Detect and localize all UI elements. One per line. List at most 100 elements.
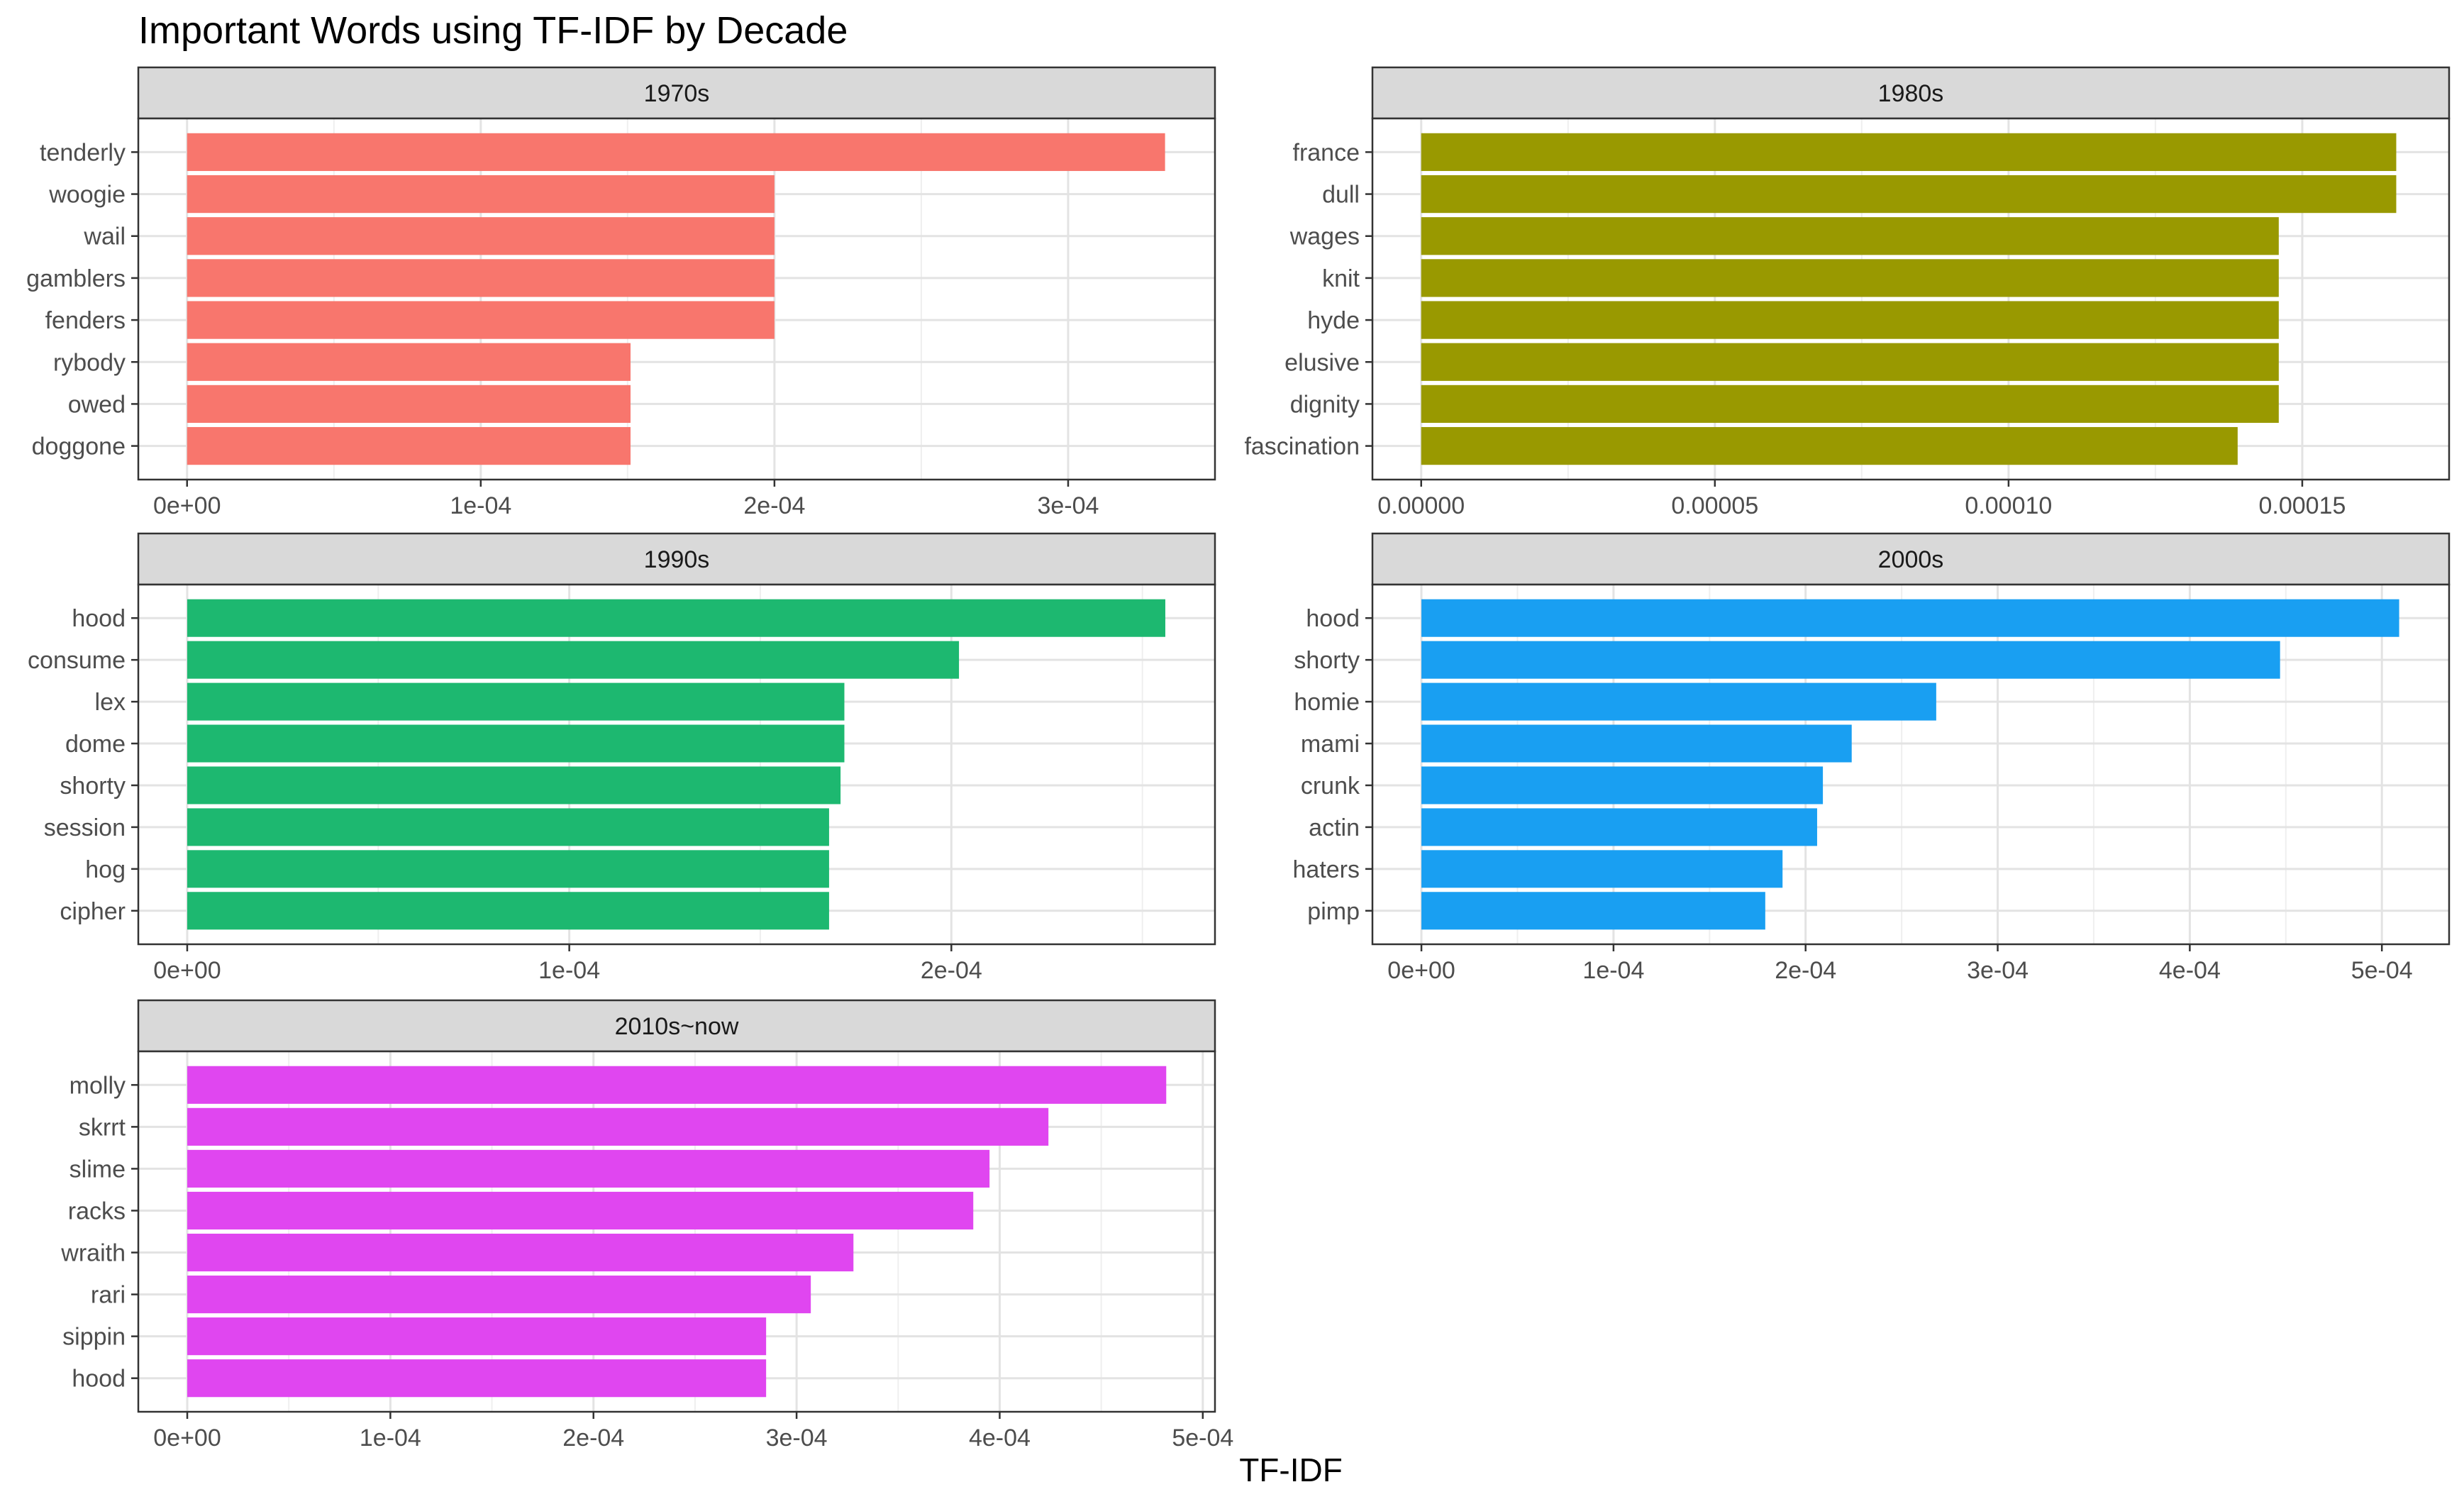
x-tick-label: 1e-04	[1582, 957, 1644, 984]
panel-background	[138, 1051, 1215, 1412]
y-tick-label: owed	[68, 391, 126, 418]
bar-haters	[1421, 850, 1783, 888]
y-tick-label: doggone	[32, 433, 126, 460]
y-tick-label: hyde	[1307, 307, 1360, 334]
y-tick-label: pimp	[1307, 898, 1360, 925]
x-tick-label: 5e-04	[2351, 957, 2413, 984]
facet-panel-2010s~now: 2010s~now molly skrrt slime racks wraith rari s…	[60, 999, 1233, 1452]
x-tick-label: 3e-04	[766, 1425, 828, 1452]
y-tick-label: dome	[65, 731, 126, 758]
bar-consume	[187, 641, 960, 679]
chart-title: Important Words using TF-IDF by Decade	[138, 9, 848, 52]
panel-background	[138, 118, 1215, 480]
y-tick-label: crunk	[1301, 773, 1360, 800]
y-tick-label: wages	[1289, 223, 1360, 250]
y-tick-label: molly	[70, 1072, 126, 1099]
y-tick-label: homie	[1294, 689, 1360, 716]
y-tick-label: dignity	[1290, 391, 1360, 418]
facet-strip-label: 2010s~now	[615, 1013, 739, 1040]
bar-dull	[1421, 175, 2397, 214]
bar-sippin	[187, 1317, 767, 1356]
bar-wraith	[187, 1233, 854, 1272]
y-tick-label: elusive	[1284, 349, 1360, 376]
x-tick-label: 0.00005	[1671, 492, 1758, 519]
x-tick-label: 2e-04	[1775, 957, 1836, 984]
y-tick-label: wail	[83, 223, 126, 250]
bar-skrrt	[187, 1107, 1049, 1146]
panel-background	[138, 585, 1215, 944]
panel-background	[1372, 118, 2449, 480]
y-tick-label: rybody	[53, 349, 126, 376]
x-tick-label: 0e+00	[153, 1425, 221, 1452]
y-tick-label: hood	[1306, 605, 1360, 632]
facet-strip	[1371, 66, 2451, 120]
x-tick-label: 4e-04	[2159, 957, 2221, 984]
bar-session	[187, 808, 829, 846]
x-tick-label: 4e-04	[969, 1425, 1031, 1452]
y-tick-label: knit	[1322, 265, 1360, 292]
x-tick-label: 0.00010	[1965, 492, 2052, 519]
x-tick-label: 0e+00	[153, 957, 221, 984]
x-tick-label: 1e-04	[538, 957, 600, 984]
bar-dome	[187, 724, 845, 763]
bar-actin	[1421, 808, 1817, 846]
bar-slime	[187, 1149, 990, 1188]
x-axis-label: TF-IDF	[1239, 1452, 1343, 1488]
panel-border	[137, 583, 1216, 946]
bar-hood	[187, 1359, 767, 1398]
y-tick-label: fenders	[45, 307, 126, 334]
bar-cipher	[187, 892, 829, 930]
x-tick-label: 1e-04	[360, 1425, 421, 1452]
facet-strip-label: 1970s	[644, 80, 710, 107]
y-tick-label: actin	[1309, 814, 1360, 841]
bar-shorty	[1421, 641, 2280, 679]
x-tick-label: 0e+00	[153, 492, 221, 519]
y-tick-label: racks	[68, 1198, 126, 1224]
panel-border	[1371, 583, 2451, 946]
y-tick-label: haters	[1293, 856, 1360, 883]
y-tick-label: hood	[72, 605, 126, 632]
y-tick-label: tenderly	[40, 139, 126, 166]
bar-fascination	[1421, 426, 2238, 465]
facet-panel-1970s: 1970s tenderly woogie wail gamblers fenders ry…	[26, 66, 1216, 519]
facet-strip	[137, 66, 1216, 120]
y-tick-label: skrrt	[79, 1114, 126, 1141]
bar-fenders	[187, 301, 775, 339]
x-tick-label: 3e-04	[1967, 957, 2029, 984]
y-tick-label: shorty	[1294, 647, 1360, 674]
bar-doggone	[187, 426, 631, 465]
y-tick-label: lex	[95, 689, 126, 716]
bar-tenderly	[187, 133, 1165, 172]
bar-hood	[1421, 599, 2399, 637]
bar-racks	[187, 1191, 974, 1230]
bar-woogie	[187, 175, 775, 214]
bar-homie	[1421, 682, 1936, 721]
y-tick-label: consume	[28, 647, 126, 674]
x-tick-label: 0.00000	[1377, 492, 1465, 519]
y-tick-label: shorty	[60, 773, 126, 800]
panel-border	[137, 117, 1216, 481]
bar-dignity	[1421, 385, 2279, 424]
y-tick-label: hog	[85, 856, 126, 883]
bar-gamblers	[187, 259, 775, 297]
y-tick-label: hood	[72, 1366, 126, 1393]
y-tick-label: session	[44, 814, 126, 841]
bar-pimp	[1421, 892, 1765, 930]
bar-france	[1421, 133, 2397, 172]
x-tick-label: 0e+00	[1387, 957, 1455, 984]
x-tick-label: 2e-04	[743, 492, 805, 519]
bar-lex	[187, 682, 845, 721]
bar-hog	[187, 850, 829, 888]
bar-knit	[1421, 259, 2279, 297]
y-tick-label: gamblers	[26, 265, 126, 292]
y-tick-label: dull	[1322, 182, 1360, 209]
bar-elusive	[1421, 343, 2279, 381]
facet-panel-1990s: 1990s hood consume lex dome shorty session hog c…	[28, 532, 1216, 984]
x-tick-label: 2e-04	[562, 1425, 624, 1452]
panel-border	[1371, 117, 2451, 481]
y-tick-label: fascination	[1244, 433, 1360, 460]
panel-border	[137, 1050, 1216, 1413]
y-tick-label: sippin	[62, 1324, 126, 1351]
